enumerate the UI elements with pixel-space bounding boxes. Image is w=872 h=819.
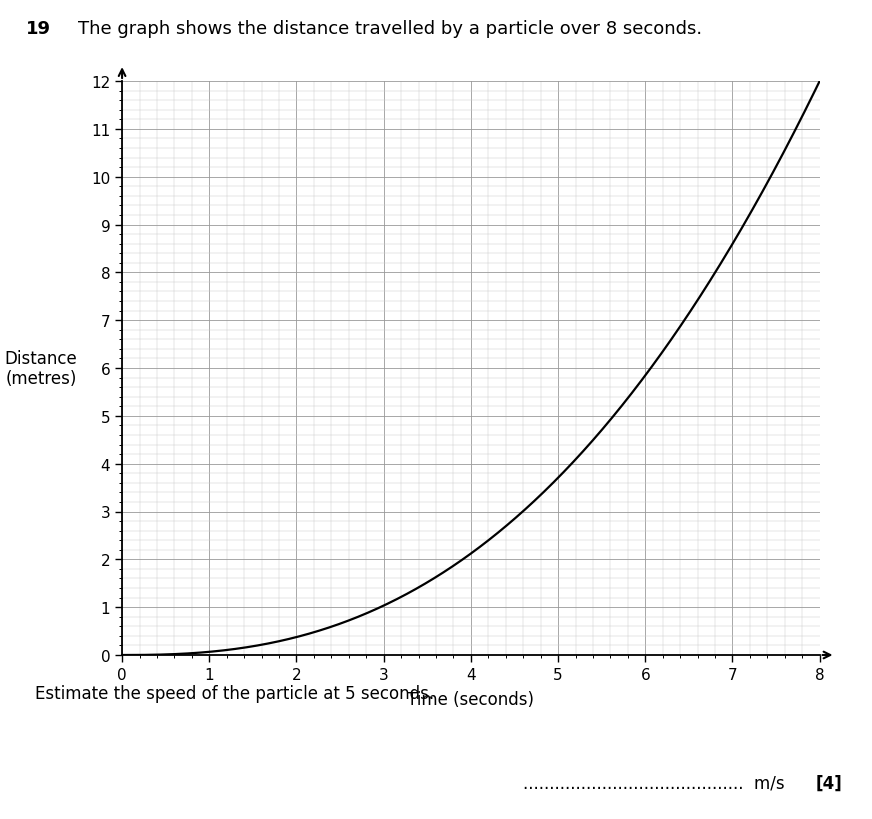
Text: Estimate the speed of the particle at 5 seconds.: Estimate the speed of the particle at 5 …	[35, 684, 434, 702]
X-axis label: Time (seconds): Time (seconds)	[407, 690, 535, 708]
Text: The graph shows the distance travelled by a particle over 8 seconds.: The graph shows the distance travelled b…	[78, 20, 703, 38]
Text: [4]: [4]	[815, 774, 842, 792]
Text: ..........................................  m/s: ........................................…	[523, 774, 790, 792]
Text: 19: 19	[26, 20, 51, 38]
Y-axis label: Distance
(metres): Distance (metres)	[4, 349, 77, 388]
